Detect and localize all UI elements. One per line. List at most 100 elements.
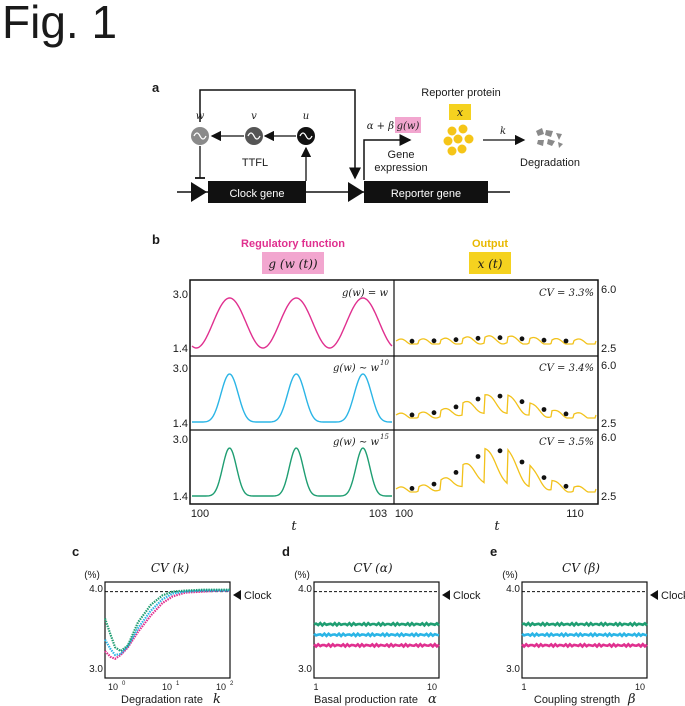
clock-promoter-icon bbox=[191, 182, 207, 202]
output-sample-point bbox=[409, 486, 415, 491]
output-sample-point bbox=[563, 483, 569, 489]
panel-e: e CV (β) (%) 4.0 3.0 1 10 Coupling stren… bbox=[490, 544, 685, 706]
svg-text:v: v bbox=[251, 111, 257, 122]
left-x-axis-label: t bbox=[291, 519, 297, 534]
panel-c-xtick-exp-0: 0 bbox=[122, 681, 126, 687]
panel-e-frame bbox=[521, 581, 648, 679]
degraded-fragments-icon bbox=[536, 128, 563, 148]
cv-series-line bbox=[313, 642, 440, 649]
row2-function-label: g(w) ∼ w bbox=[333, 363, 380, 374]
row2-right-ytick-top: 6.0 bbox=[601, 360, 616, 372]
panel-c: c CV (k) (%) 4.0 3.0 10 0 10 1 10 2 Degr… bbox=[72, 544, 272, 706]
panel-d: d CV (α) (%) 4.0 3.0 1 10 Basal producti… bbox=[282, 544, 481, 706]
panel-d-ytick-top: 4.0 bbox=[298, 584, 312, 595]
panel-c-title: CV (k) bbox=[151, 561, 190, 575]
panel-c-xsymbol: k bbox=[213, 692, 221, 706]
row2-ytick-top: 3.0 bbox=[173, 363, 188, 375]
panel-e-xtick-0: 1 bbox=[521, 682, 526, 692]
panel-e-title: CV (β) bbox=[562, 561, 600, 575]
row3-cv: CV = 3.5% bbox=[539, 437, 594, 448]
output-curve-row-3 bbox=[395, 447, 597, 493]
panel-c-frame bbox=[104, 581, 231, 679]
panel-e-clock-label: Clock bbox=[661, 590, 685, 602]
output-curve-row-2 bbox=[395, 394, 597, 419]
right-header: Output bbox=[472, 238, 508, 250]
reporter-protein-label: Reporter protein bbox=[421, 87, 501, 99]
degradation-rate: k bbox=[500, 126, 506, 137]
panel-c-xtick-exp-1: 1 bbox=[176, 681, 180, 687]
cv-series-line bbox=[313, 631, 440, 638]
right-xtick-end: 110 bbox=[566, 508, 584, 520]
panel-c-plot bbox=[103, 588, 230, 661]
production-arrow bbox=[363, 134, 412, 180]
panel-d-letter: d bbox=[282, 544, 290, 559]
panel-d-xlabel: Basal production rate bbox=[314, 694, 418, 706]
panel-c-xtick-exp-2: 2 bbox=[230, 681, 234, 687]
output-sample-point bbox=[431, 410, 437, 416]
output-sample-point bbox=[453, 337, 459, 343]
output-sample-point bbox=[475, 454, 481, 459]
panel-e-letter: e bbox=[490, 544, 497, 559]
left-symbol: g (w (t)) bbox=[268, 257, 317, 271]
panel-c-xlabel: Degradation rate bbox=[121, 694, 203, 706]
cv-series-line bbox=[521, 631, 648, 638]
gene-expression-line1: Gene bbox=[388, 149, 415, 161]
row2-exponent: 10 bbox=[380, 359, 389, 367]
output-sample-point bbox=[541, 337, 547, 343]
panel-e-xtick-1: 10 bbox=[635, 682, 645, 692]
panel-d-frame bbox=[313, 581, 440, 679]
production-rate-fn: g(w) bbox=[397, 121, 420, 132]
production-rate-prefix: α + β bbox=[367, 121, 394, 132]
panel-c-clock-marker-icon bbox=[233, 590, 241, 600]
output-sample-point bbox=[497, 335, 503, 341]
output-sample-point bbox=[409, 338, 415, 344]
cv-series-line bbox=[104, 589, 230, 661]
output-sample-point bbox=[475, 335, 481, 341]
panel-e-unit: (%) bbox=[502, 570, 518, 581]
row3-function-label: g(w) ∼ w bbox=[333, 437, 380, 448]
row1-function-label: g(w) = w bbox=[342, 288, 389, 299]
x-highlight bbox=[449, 104, 471, 120]
right-symbol: x (t) bbox=[478, 257, 503, 271]
panel-e-ytick-bottom: 3.0 bbox=[506, 664, 520, 675]
row2-cv: CV = 3.4% bbox=[539, 363, 594, 374]
reporter-gene-box bbox=[364, 181, 488, 203]
ttfl-label: TTFL bbox=[242, 157, 268, 169]
output-sample-point bbox=[541, 475, 547, 480]
row3-right-ytick-bottom: 2.5 bbox=[601, 491, 616, 503]
panel-d-clock-marker-icon bbox=[442, 590, 450, 600]
panel-e-ytick-top: 4.0 bbox=[506, 584, 520, 595]
degradation-label: Degradation bbox=[520, 157, 580, 169]
cv-series-line bbox=[313, 621, 440, 628]
clock-gene-label: Clock gene bbox=[229, 188, 284, 200]
row1-ytick-top: 3.0 bbox=[173, 289, 188, 301]
panel-c-xtick-2: 10 bbox=[216, 682, 226, 692]
panel-c-ytick-bottom: 3.0 bbox=[89, 664, 103, 675]
protein-symbol: x bbox=[457, 106, 464, 119]
row1-cv: CV = 3.3% bbox=[539, 288, 594, 299]
panel-d-ytick-bottom: 3.0 bbox=[298, 664, 312, 675]
node-w: w bbox=[191, 111, 209, 145]
gw-highlight bbox=[395, 117, 421, 133]
output-sample-point bbox=[519, 459, 525, 465]
left-xtick-start: 100 bbox=[191, 508, 209, 520]
panel-c-ytick-top: 4.0 bbox=[89, 584, 103, 595]
panel-c-xtick-1: 10 bbox=[162, 682, 172, 692]
panel-b-curves bbox=[191, 297, 597, 497]
output-curve-row-1 bbox=[395, 335, 597, 345]
panel-c-xtick-0: 10 bbox=[108, 682, 118, 692]
right-x-axis-label: t bbox=[494, 519, 500, 534]
cv-series-line bbox=[104, 589, 230, 657]
row1-right-ytick-top: 6.0 bbox=[601, 284, 616, 296]
regulatory-curve-row-2 bbox=[192, 373, 392, 423]
row1-ytick-bottom: 1.4 bbox=[173, 343, 188, 355]
output-sample-point bbox=[541, 407, 547, 412]
panel-d-plot bbox=[313, 591, 440, 649]
feedback-arrow bbox=[199, 89, 361, 180]
panel-b-letter: b bbox=[152, 232, 160, 247]
row3-ytick-top: 3.0 bbox=[173, 434, 188, 446]
row3-right-ytick-top: 6.0 bbox=[601, 432, 616, 444]
left-xtick-end: 103 bbox=[369, 508, 387, 520]
row1-right-ytick-bottom: 2.5 bbox=[601, 343, 616, 355]
